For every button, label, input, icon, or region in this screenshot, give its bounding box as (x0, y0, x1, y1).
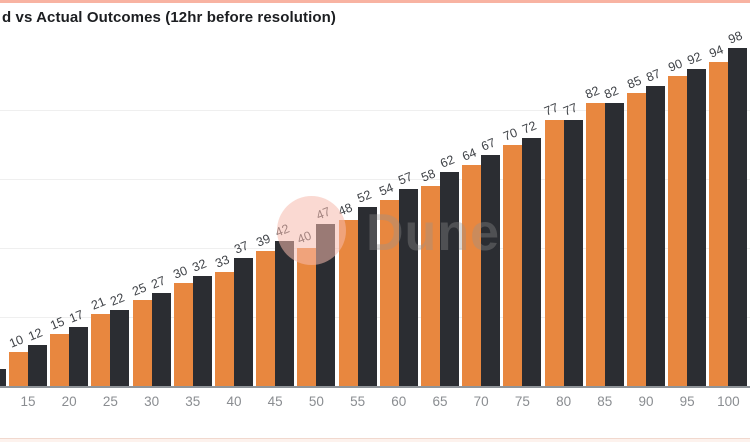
orange-bar-value-label-35: 30 (171, 262, 190, 282)
x-tick-50: 50 (308, 394, 324, 409)
dark-bar-95 (687, 68, 707, 386)
x-tick-30: 30 (144, 394, 160, 409)
dark-bar-value-label-90: 87 (643, 66, 662, 85)
dark-bar-25 (110, 310, 130, 386)
x-tick-100: 100 (717, 394, 740, 409)
dark-bar-value-label-60: 57 (396, 169, 415, 188)
dark-bar-value-label-85: 82 (602, 83, 621, 102)
orange-bar-value-label-25: 21 (89, 293, 108, 313)
orange-bar-value-label-30: 25 (130, 280, 149, 299)
dark-bar-50 (316, 223, 336, 386)
orange-bar-15 (9, 351, 28, 386)
orange-bar-20 (50, 334, 70, 386)
x-tick-25: 25 (102, 394, 118, 409)
orange-bar-90 (627, 92, 646, 386)
x-tick-90: 90 (638, 394, 654, 409)
dark-bar-55 (357, 206, 377, 386)
x-tick-95: 95 (679, 394, 695, 409)
dark-bar-75 (522, 137, 542, 386)
orange-bar-value-label-90: 85 (624, 73, 643, 92)
orange-bar-100 (709, 61, 729, 386)
gridline-60 (0, 179, 750, 180)
orange-bar-30 (132, 299, 152, 386)
x-tick-40: 40 (226, 394, 242, 409)
dark-bar-100 (728, 47, 748, 386)
orange-bar-60 (379, 199, 399, 386)
x-tick-65: 65 (432, 394, 448, 409)
dark-bar-value-label-20: 17 (66, 307, 86, 326)
orange-bar-value-label-95: 90 (665, 55, 685, 75)
dark-bar-value-label-25: 22 (108, 290, 127, 309)
dark-bar-value-label-35: 32 (190, 256, 209, 275)
x-tick-70: 70 (473, 394, 489, 409)
dark-bar-value-label-30: 27 (149, 273, 168, 292)
dark-bar-value-label-100: 98 (726, 28, 745, 47)
orange-bar-65 (421, 185, 440, 386)
orange-bar-45 (256, 251, 276, 386)
orange-bar-35 (173, 282, 193, 386)
orange-bar-value-label-50: 40 (295, 228, 314, 247)
dark-bar-85 (604, 103, 624, 386)
dark-bar-40 (234, 258, 253, 386)
x-tick-35: 35 (185, 394, 201, 409)
next-card-top-edge (0, 438, 750, 442)
dark-bar-clipped-10 (0, 368, 6, 386)
orange-bar-value-label-85: 82 (583, 83, 602, 102)
orange-bar-70 (462, 165, 482, 386)
dark-bar-value-label-75: 72 (520, 118, 539, 137)
orange-bar-value-label-70: 64 (459, 145, 479, 164)
x-tick-75: 75 (514, 394, 530, 409)
orange-bar-value-label-75: 70 (501, 124, 520, 144)
orange-bar-value-label-65: 58 (418, 166, 437, 185)
dark-bar-65 (440, 172, 459, 386)
dark-bar-35 (192, 275, 212, 386)
x-tick-45: 45 (267, 394, 283, 409)
orange-bar-value-label-60: 54 (377, 180, 396, 199)
orange-bar-95 (668, 75, 688, 386)
dark-bar-70 (481, 154, 501, 386)
orange-bar-value-label-80: 77 (542, 100, 561, 119)
dark-bar-45 (275, 241, 295, 386)
orange-bar-50 (297, 248, 317, 386)
dark-bar-15 (28, 344, 47, 386)
orange-bar-25 (91, 313, 111, 386)
dark-bar-value-label-45: 42 (272, 221, 292, 240)
x-tick-60: 60 (391, 394, 407, 409)
orange-bar-55 (338, 220, 358, 386)
dark-bar-value-label-65: 62 (437, 152, 456, 171)
x-axis-line (0, 386, 750, 388)
dark-bar-30 (151, 292, 171, 386)
dark-bar-90 (646, 85, 665, 386)
orange-bar-85 (585, 103, 605, 386)
x-tick-80: 80 (556, 394, 572, 409)
dark-bar-value-label-15: 12 (25, 325, 44, 344)
dark-bar-60 (398, 189, 418, 386)
orange-bar-75 (503, 144, 523, 386)
dark-bar-value-label-40: 37 (231, 238, 250, 257)
x-tick-15: 15 (20, 394, 36, 409)
x-tick-85: 85 (597, 394, 613, 409)
orange-bar-value-label-15: 10 (6, 331, 25, 351)
top-accent-bar (0, 0, 750, 3)
dark-bar-20 (69, 327, 89, 386)
x-tick-20: 20 (61, 394, 77, 409)
dark-bar-value-label-70: 67 (478, 135, 498, 154)
dark-bar-value-label-55: 52 (355, 187, 374, 206)
x-tick-55: 55 (350, 394, 366, 409)
dark-bar-value-label-80: 77 (561, 100, 580, 119)
orange-bar-40 (215, 272, 234, 386)
orange-bar-value-label-40: 33 (212, 252, 231, 271)
chart-title: d vs Actual Outcomes (12hr before resolu… (2, 9, 337, 26)
orange-bar-80 (544, 120, 564, 386)
orange-bar-value-label-100: 94 (707, 42, 726, 61)
gridline-80 (0, 110, 750, 111)
dark-bar-80 (563, 120, 583, 386)
orange-bar-value-label-55: 48 (336, 200, 355, 219)
dark-bar-value-label-95: 92 (684, 49, 704, 68)
dark-bar-value-label-50: 47 (314, 204, 333, 223)
